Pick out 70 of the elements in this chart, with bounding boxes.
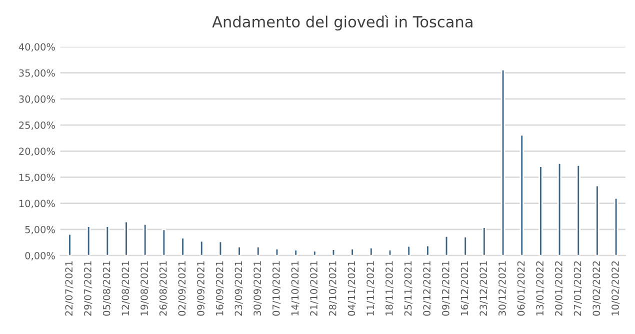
bar [180,237,185,256]
x-tick-label: 12/08/2021 [122,261,130,316]
y-tick-label: 40,00% [18,43,55,52]
x-tick-label: 03/02/2022 [592,261,601,316]
x-tick-label: 25/11/2021 [404,261,412,316]
x-tick-label: 14/10/2021 [291,261,300,316]
bar [520,134,524,256]
bar [463,236,468,256]
bar [237,246,242,256]
y-tick-label: 35,00% [19,69,55,78]
x-tick-label: 13/01/2022 [536,261,544,316]
bar [576,164,580,256]
x-tick-label: 28/10/2021 [328,261,338,316]
y-tick-label: 30,00% [19,95,55,104]
bar [124,220,128,256]
x-tick-label: 23/09/2021 [234,261,243,316]
bar [256,246,260,256]
bar [500,69,506,256]
bar [482,226,486,256]
bar [350,248,354,256]
y-tick-label: 0,00% [25,252,55,260]
bar [369,246,374,256]
y-tick-label: 20,00% [19,148,55,156]
bar [331,248,336,256]
bar [312,250,317,256]
x-tick-label: 23/12/2021 [480,261,488,316]
bar [68,233,72,256]
bar [406,245,411,256]
x-tick-label: 30/12/2021 [498,261,507,316]
bar [538,166,543,256]
x-tick-label: 20/01/2022 [555,261,564,316]
bar [86,226,91,256]
bar [444,236,449,256]
x-tick-label: 19/08/2021 [140,261,149,316]
x-tick-label: 26/08/2021 [159,261,168,316]
x-tick-label: 09/09/2021 [197,261,206,316]
bar [614,197,618,256]
x-tick-label: 22/07/2021 [65,261,74,316]
bar [142,224,148,256]
bar [218,240,223,256]
x-tick-label: 10/02/2022 [612,261,620,316]
bar [426,244,430,256]
x-tick-label: 07/10/2021 [272,261,281,316]
bar [595,184,600,256]
x-tick-label: 09/12/2021 [442,261,450,316]
x-tick-label: 02/09/2021 [178,261,186,316]
bar [274,248,280,256]
x-tick-label: 06/01/2022 [517,261,526,316]
x-tick-label: 04/11/2021 [348,261,356,316]
bar [162,228,166,256]
bar [388,249,392,256]
x-tick-label: 05/08/2021 [102,261,112,316]
y-tick-label: 5,00% [25,226,55,234]
y-tick-label: 15,00% [19,174,55,182]
bar [105,226,110,256]
bar [557,162,562,256]
x-tick-label: 11/11/2021 [366,261,375,316]
y-tick-label: 25,00% [19,122,55,130]
bar [294,249,298,256]
x-tick-label: 30/09/2021 [254,261,262,316]
x-tick-label: 18/11/2021 [385,261,394,316]
bar [200,240,204,256]
x-tick-label: 29/07/2021 [84,261,92,316]
chart-title: Andamento del giovedì in Toscana [212,15,472,30]
x-tick-label: 27/01/2022 [574,261,582,316]
x-tick-label: 21/10/2021 [310,261,318,316]
y-tick-label: 10,00% [19,200,55,208]
x-tick-label: 16/09/2021 [216,261,224,316]
x-tick-label: 16/12/2021 [460,261,469,316]
x-tick-label: 02/12/2021 [423,261,432,316]
